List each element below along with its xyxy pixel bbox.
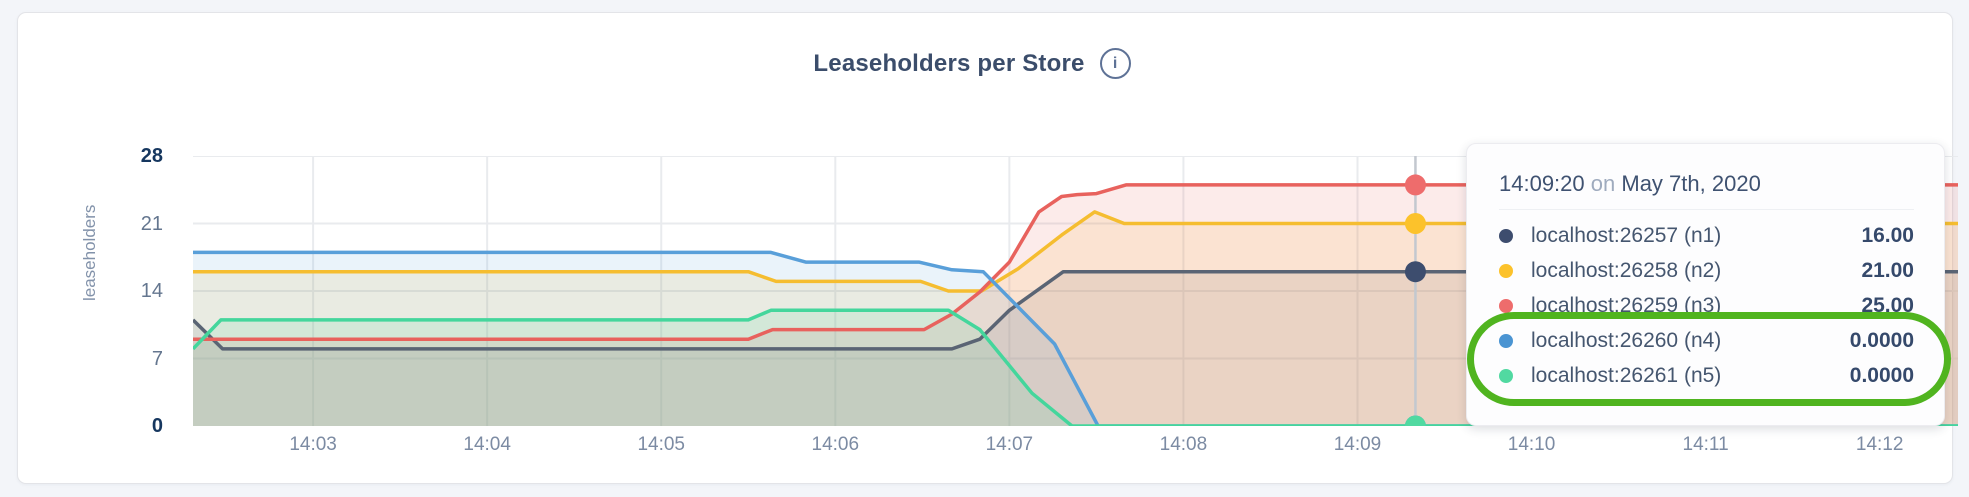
series-line <box>193 183 1958 341</box>
x-tick-label: 14:09 <box>1333 434 1382 455</box>
series-name: localhost:26258 (n2) <box>1531 258 1722 282</box>
series-line <box>193 269 1958 351</box>
series-dot-icon <box>1499 333 1513 348</box>
tooltip-on-word: on <box>1590 171 1616 196</box>
series-value: 0.0000 <box>1849 328 1914 352</box>
hover-dot <box>1404 174 1426 196</box>
x-tick-label: 14:07 <box>985 434 1034 455</box>
x-tick-label: 14:12 <box>1855 434 1904 455</box>
series-dot-icon <box>1499 228 1513 243</box>
chart-header: Leaseholders per Store i <box>5 48 1939 79</box>
tooltip-row: localhost:26257 (n1) 16.00 <box>1499 218 1914 253</box>
series-name: localhost:26261 (n5) <box>1531 363 1722 387</box>
x-tick-label: 14:08 <box>1159 434 1208 455</box>
series-name: localhost:26259 (n3) <box>1531 293 1722 317</box>
y-tick-label: 28 <box>140 145 163 167</box>
x-tick-label: 14:11 <box>1682 434 1729 455</box>
tooltip-row: localhost:26261 (n5) 0.0000 <box>1499 358 1914 393</box>
series-dot-icon <box>1499 263 1513 278</box>
series-value: 21.00 <box>1861 258 1914 282</box>
series-line <box>193 250 1958 426</box>
chart-card: Leaseholders per Store i leaseholders 28… <box>17 12 1958 484</box>
x-tick-label: 14:06 <box>811 434 860 455</box>
y-tick-label: 7 <box>151 347 163 370</box>
y-tick-label: 0 <box>151 415 163 437</box>
tooltip-row: localhost:26258 (n2) 21.00 <box>1499 253 1914 288</box>
hover-dot <box>1404 213 1426 234</box>
series-value: 0.0000 <box>1849 363 1914 387</box>
tooltip-row: localhost:26259 (n3) 25.00 <box>1499 288 1914 323</box>
hover-dot <box>1404 415 1426 426</box>
hover-dot <box>1404 261 1426 283</box>
tooltip-date: May 7th, 2020 <box>1621 171 1761 196</box>
tooltip-row: localhost:26260 (n4) 0.0000 <box>1499 323 1914 358</box>
series-dot-icon <box>1499 298 1513 313</box>
series-area <box>193 252 1958 426</box>
series-value: 16.00 <box>1861 223 1914 247</box>
series-value: 25.00 <box>1861 293 1914 317</box>
tooltip-header: 14:09:20 on May 7th, 2020 <box>1499 171 1914 210</box>
x-tick-label: 14:05 <box>637 434 685 455</box>
series-name: localhost:26260 (n4) <box>1531 328 1722 352</box>
chart-title: Leaseholders per Store <box>813 49 1085 77</box>
tooltip-rows: localhost:26257 (n1) 16.00 localhost:26258… <box>1499 218 1914 393</box>
info-icon[interactable]: i <box>1099 48 1131 79</box>
hover-tooltip: 14:09:20 on May 7th, 2020 localhost:2625… <box>1466 143 1945 426</box>
series-line <box>193 308 1958 426</box>
x-tick-label: 14:03 <box>289 434 337 455</box>
y-tick-label: 21 <box>140 212 163 235</box>
series-dot-icon <box>1499 368 1513 383</box>
tooltip-time: 14:09:20 <box>1499 171 1585 196</box>
x-tick-label: 14:04 <box>463 434 511 455</box>
series-name: localhost:26257 (n1) <box>1531 223 1722 247</box>
x-tick-label: 14:10 <box>1507 434 1556 455</box>
y-tick-label: 14 <box>140 280 163 302</box>
